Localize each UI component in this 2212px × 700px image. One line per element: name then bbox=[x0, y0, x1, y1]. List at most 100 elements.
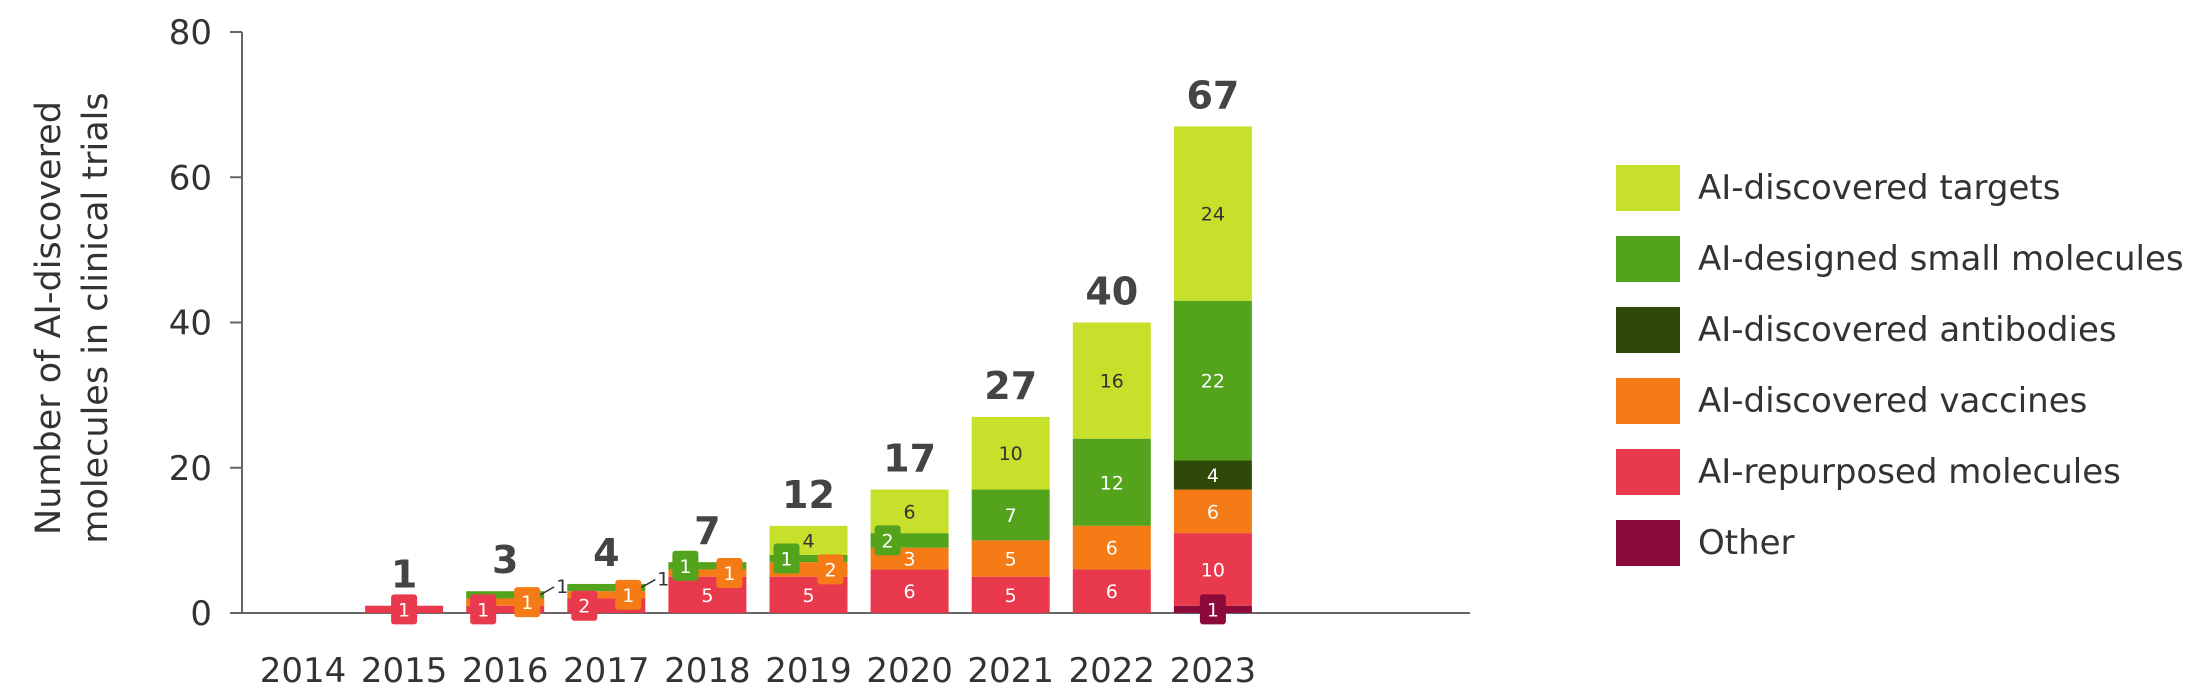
legend-label: AI-designed small molecules bbox=[1698, 239, 2184, 279]
segment-label-leader bbox=[539, 586, 555, 596]
bar-segment bbox=[567, 583, 646, 592]
segment-label: 12 bbox=[1100, 472, 1124, 494]
segment-label: 2 bbox=[882, 530, 894, 552]
bar-total-label: 40 bbox=[1085, 270, 1138, 314]
segment-label: 1 bbox=[477, 599, 489, 621]
segment-label: 6 bbox=[904, 501, 916, 523]
legend-swatch bbox=[1616, 520, 1680, 566]
legend-label: AI-discovered targets bbox=[1698, 168, 2061, 208]
segment-label: 1 bbox=[780, 549, 792, 571]
segment-label: 6 bbox=[1106, 581, 1118, 603]
bar-segment bbox=[466, 591, 545, 599]
bar-total-label: 17 bbox=[883, 437, 936, 481]
legend-swatch bbox=[1616, 236, 1680, 282]
segment-label: 2 bbox=[824, 559, 836, 581]
segment-label: 5 bbox=[701, 585, 713, 607]
bar-segment bbox=[567, 591, 646, 599]
bar-segment bbox=[466, 598, 545, 606]
y-tick-label: 0 bbox=[190, 594, 212, 634]
bar-segment bbox=[1072, 525, 1151, 570]
bar-segment bbox=[1173, 460, 1252, 490]
legend-swatch bbox=[1616, 307, 1680, 353]
y-axis-title-line-2: molecules in clinical trials bbox=[76, 92, 116, 543]
legend-label: AI-repurposed molecules bbox=[1698, 452, 2121, 492]
x-tick-label: 2014 bbox=[260, 651, 347, 691]
bar-segment bbox=[971, 489, 1050, 541]
segment-label: 1 bbox=[622, 585, 634, 607]
segment-label: 24 bbox=[1201, 204, 1225, 226]
bar-total-label: 4 bbox=[593, 531, 619, 575]
segment-label-badge bbox=[716, 558, 743, 589]
segment-label: 1 bbox=[1207, 599, 1219, 621]
segment-label-badge bbox=[615, 579, 642, 610]
bar-segment bbox=[1173, 533, 1252, 606]
segment-label-badge bbox=[672, 550, 699, 581]
bar-total-label: 3 bbox=[492, 538, 518, 582]
segment-label: 2 bbox=[578, 596, 590, 618]
x-tick-label: 2022 bbox=[1069, 651, 1156, 691]
bar-total-label: 67 bbox=[1186, 73, 1239, 117]
segment-label: 5 bbox=[802, 585, 814, 607]
bar-segment bbox=[1173, 489, 1252, 534]
y-tick-label: 20 bbox=[169, 449, 212, 489]
segment-label-badge bbox=[1199, 594, 1226, 625]
bar-segment bbox=[870, 569, 949, 613]
segment-label: 3 bbox=[904, 549, 916, 571]
segment-label: 10 bbox=[999, 443, 1023, 465]
segment-label: 6 bbox=[1207, 501, 1219, 523]
y-tick-label: 80 bbox=[169, 13, 212, 53]
x-tick-label: 2016 bbox=[462, 651, 549, 691]
segment-label: 10 bbox=[1201, 559, 1225, 581]
bar-segment bbox=[466, 605, 545, 613]
legend-swatch bbox=[1616, 378, 1680, 424]
segment-label: 4 bbox=[1207, 465, 1219, 487]
segment-label-badge bbox=[571, 590, 598, 621]
bar-segment bbox=[668, 562, 747, 570]
bar-segment bbox=[769, 554, 848, 563]
legend-label: AI-discovered antibodies bbox=[1698, 310, 2117, 350]
segment-label: 1 bbox=[521, 592, 533, 614]
bar-segment bbox=[1072, 322, 1151, 439]
x-tick-label: 2015 bbox=[361, 651, 448, 691]
segment-label: 6 bbox=[904, 581, 916, 603]
bar-segment bbox=[971, 540, 1050, 577]
bar-segment bbox=[971, 416, 1050, 490]
bar-total-label: 7 bbox=[694, 509, 720, 553]
x-tick-label: 2018 bbox=[664, 651, 751, 691]
segment-label: 4 bbox=[802, 530, 814, 552]
x-tick-label: 2019 bbox=[765, 651, 852, 691]
segment-label-badge bbox=[817, 554, 844, 585]
bar-segment bbox=[1173, 126, 1252, 301]
segment-label-badge bbox=[514, 587, 541, 618]
legend-swatch bbox=[1616, 449, 1680, 495]
segment-label: 16 bbox=[1100, 371, 1124, 393]
segment-label: 5 bbox=[1005, 549, 1017, 571]
x-tick-label: 2021 bbox=[967, 651, 1054, 691]
segment-label: 7 bbox=[1005, 505, 1017, 527]
segment-label: 1 bbox=[723, 563, 735, 585]
segment-label: 1 bbox=[657, 569, 669, 591]
y-tick-label: 60 bbox=[169, 158, 212, 198]
x-tick-label: 2020 bbox=[866, 651, 953, 691]
bar-segment bbox=[971, 576, 1050, 613]
legend-label: AI-discovered vaccines bbox=[1698, 381, 2088, 421]
legend-label: Other bbox=[1698, 523, 1795, 563]
bar-total-label: 27 bbox=[984, 364, 1037, 408]
x-tick-label: 2023 bbox=[1170, 651, 1257, 691]
bar-segment bbox=[668, 569, 747, 577]
segment-label: 22 bbox=[1201, 371, 1225, 393]
segment-label: 6 bbox=[1106, 538, 1118, 560]
segment-label: 1 bbox=[556, 576, 568, 598]
segment-label: 1 bbox=[398, 599, 410, 621]
bar-segment bbox=[1173, 300, 1252, 461]
x-tick-label: 2017 bbox=[563, 651, 650, 691]
y-tick-label: 40 bbox=[169, 304, 212, 344]
segment-label-badge bbox=[773, 543, 800, 574]
bar-segment bbox=[1072, 438, 1151, 526]
bar-total-label: 1 bbox=[391, 553, 417, 597]
segment-label-leader bbox=[640, 578, 656, 589]
segment-label: 1 bbox=[679, 556, 691, 578]
y-axis-title-line-1: Number of AI-discovered bbox=[29, 101, 69, 535]
